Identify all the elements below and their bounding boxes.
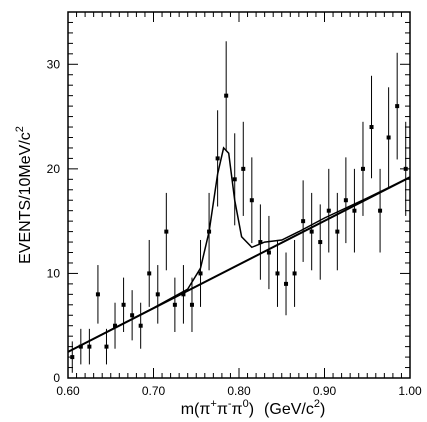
y-tick-label: 30 (47, 57, 61, 71)
y-axis-label: EVENTS/10MeV/c2 (14, 126, 34, 264)
x-axis-label: m(π+π-π0) (GeV/c2) (181, 398, 326, 418)
point-marker (335, 229, 340, 234)
data-point (326, 168, 331, 253)
point-marker (87, 344, 92, 349)
data-point (258, 204, 263, 280)
point-marker (352, 208, 357, 213)
point-marker (215, 156, 220, 161)
data-point (275, 239, 280, 307)
data-point (198, 239, 203, 307)
data-point (352, 168, 357, 253)
data-point (104, 328, 109, 365)
point-marker (343, 198, 348, 203)
data-point (378, 168, 383, 253)
x-tick-label: 1.00 (398, 384, 422, 398)
data-point (292, 239, 297, 307)
point-marker (326, 208, 331, 213)
data-point (138, 302, 143, 349)
data-point (224, 41, 229, 151)
point-marker (232, 177, 237, 182)
point-marker (198, 271, 203, 276)
y-tick-label: 0 (53, 371, 60, 385)
point-marker (95, 292, 100, 297)
point-marker (275, 271, 280, 276)
point-marker (113, 323, 118, 328)
point-marker (395, 104, 400, 109)
point-marker (78, 344, 83, 349)
point-marker (164, 229, 169, 234)
x-tick-label: 0.80 (227, 384, 251, 398)
data-point (309, 192, 314, 271)
point-marker (147, 271, 152, 276)
x-tick-label: 0.90 (313, 384, 337, 398)
data-point (147, 239, 152, 307)
point-marker (155, 292, 160, 297)
data-point (343, 157, 348, 244)
data-point (241, 121, 246, 216)
data-point (164, 192, 169, 271)
point-marker (121, 302, 126, 307)
data-point (395, 52, 400, 160)
data-point (121, 277, 126, 332)
point-marker (224, 93, 229, 98)
data-point (232, 133, 237, 226)
point-marker (258, 240, 263, 245)
point-marker (189, 302, 194, 307)
data-point (130, 290, 135, 341)
point-marker (301, 219, 306, 224)
point-marker (309, 229, 314, 234)
data-point (181, 265, 186, 324)
point-marker (249, 198, 254, 203)
data-point (78, 328, 83, 365)
point-marker (369, 125, 374, 130)
data-point (113, 302, 118, 349)
point-marker (284, 281, 289, 286)
point-marker (266, 250, 271, 255)
data-point (249, 157, 254, 244)
data-point (207, 192, 212, 271)
point-marker (130, 313, 135, 318)
point-marker (138, 323, 143, 328)
data-point (284, 252, 289, 316)
data-point (189, 277, 194, 332)
data-point (369, 75, 374, 179)
data-point (172, 277, 177, 332)
y-tick-label: 10 (47, 266, 61, 280)
point-marker (172, 302, 177, 307)
data-point (335, 192, 340, 271)
fit-lines (67, 146, 411, 353)
point-marker (207, 229, 212, 234)
y-tick-label: 20 (47, 162, 61, 176)
data-point (70, 341, 75, 373)
data-point (155, 265, 160, 324)
point-marker (318, 240, 323, 245)
point-marker (241, 166, 246, 171)
data-point (87, 328, 92, 365)
point-marker (104, 344, 109, 349)
data-point (95, 265, 100, 324)
data-point (301, 180, 306, 262)
point-marker (378, 208, 383, 213)
x-tick-label: 0.70 (142, 384, 166, 398)
x-tick-label: 0.60 (56, 384, 80, 398)
point-marker (386, 135, 391, 140)
point-marker (360, 166, 365, 171)
plot-frame (67, 11, 411, 379)
data-point (266, 215, 271, 290)
point-marker (70, 355, 75, 360)
fit-curve (67, 146, 411, 353)
point-marker (403, 166, 408, 171)
data-point (403, 121, 408, 216)
point-marker (292, 271, 297, 276)
data-point (318, 204, 323, 280)
axis-ticks (67, 11, 411, 379)
data-point (386, 87, 391, 188)
data-point (360, 121, 365, 216)
data-point (215, 110, 220, 207)
tick-labels: 0.60 0.70 0.80 0.90 1.00 0 10 20 30 (47, 57, 422, 398)
data-points (70, 41, 408, 373)
point-marker (181, 292, 186, 297)
